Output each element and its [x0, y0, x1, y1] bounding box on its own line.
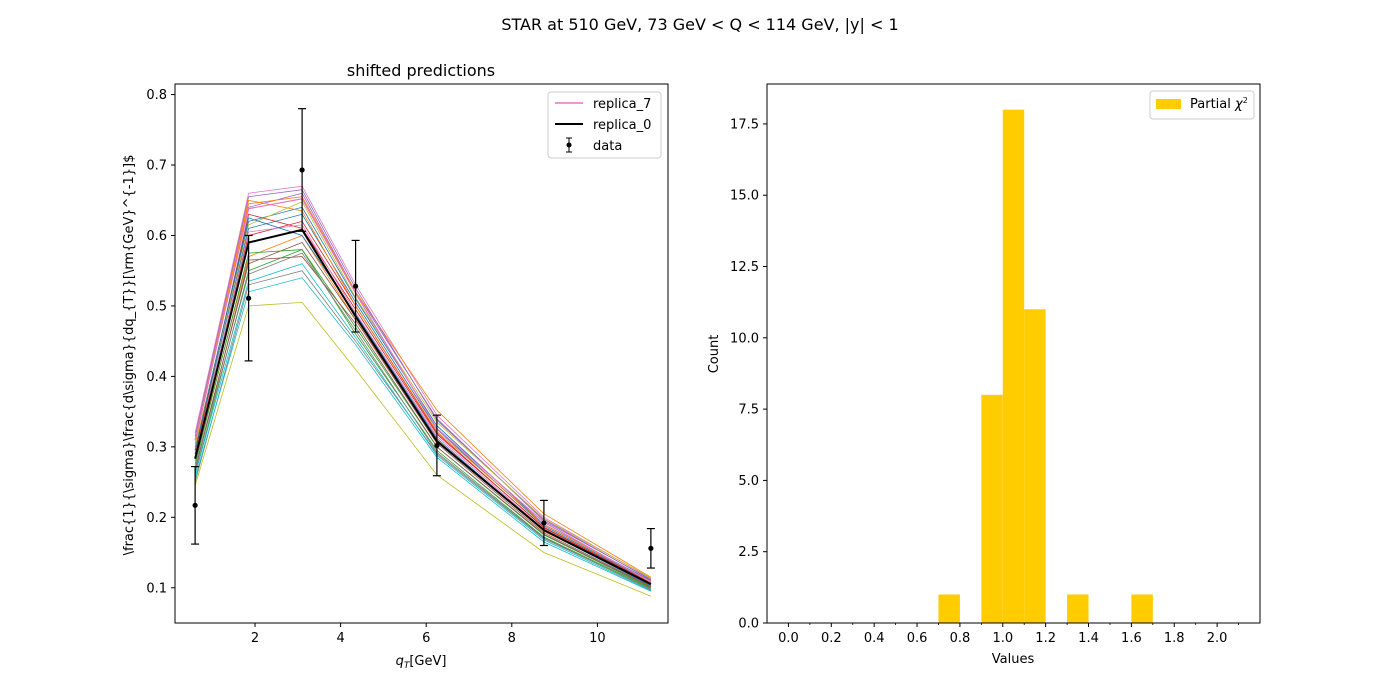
replica-line [194, 217, 652, 587]
y-tick-label: 10.0 [730, 331, 759, 346]
x-tick-label: 2.0 [1207, 631, 1228, 646]
y-tick-label: 0.1 [146, 581, 167, 596]
histogram-bar [1002, 109, 1025, 623]
x-tick-label: 0.2 [821, 631, 842, 646]
legend-label-replica-0: replica_0 [593, 118, 651, 133]
y-tick-label: 0.5 [146, 299, 167, 314]
replica-line [194, 196, 652, 578]
line-chart-y-ticks: 0.1 0.2 0.3 0.4 0.5 0.6 0.7 0.8 [146, 88, 175, 596]
histogram-frame [766, 83, 1261, 624]
y-tick-label: 0.8 [146, 88, 167, 103]
x-tick-label: 8 [508, 631, 516, 646]
replica-line [194, 189, 652, 581]
data-point [244, 234, 253, 362]
x-tick-label: 0.4 [864, 631, 885, 646]
histogram-x-ticks: 0.0 0.2 0.4 0.6 0.8 1.0 1.2 1.4 1.6 1.8 2.0 [778, 623, 1239, 646]
legend-label-replica-7: replica_7 [593, 97, 651, 112]
y-tick-label: 12.5 [730, 260, 759, 275]
histogram-y-ticks: 0.0 2.5 5.0 7.5 10.0 12.5 15.0 17.5 [730, 117, 767, 632]
line-chart-x-ticks: 2 4 6 8 10 [251, 623, 606, 646]
histogram-bar [981, 394, 1003, 623]
data-point [298, 108, 307, 232]
legend-box [547, 91, 662, 159]
y-tick-label: 0.7 [146, 159, 167, 174]
data-point [432, 414, 441, 477]
histogram-legend-label: Partial χ2 [1190, 96, 1248, 112]
line-chart-frame [174, 83, 669, 624]
legend-label-data: data [593, 139, 622, 154]
histogram-legend: Partial χ2 [1149, 90, 1255, 120]
x-tick-label: 1.4 [1078, 631, 1099, 646]
data-points [191, 108, 655, 569]
replica-line [194, 185, 652, 579]
line-chart-legend: replica_7 replica_0 data [547, 91, 662, 159]
data-point [191, 465, 200, 545]
histogram-bar [1131, 594, 1153, 623]
highlight-lines [194, 198, 652, 586]
replica-line [194, 206, 652, 582]
histogram-bars [938, 109, 1153, 623]
y-tick-label: 0.2 [146, 511, 167, 526]
histogram-legend-box [1149, 90, 1255, 120]
x-tick-label: 1.6 [1121, 631, 1142, 646]
x-tick-label: 1.2 [1035, 631, 1056, 646]
y-tick-label: 0.4 [146, 370, 167, 385]
x-tick-label: 0.8 [950, 631, 971, 646]
x-tick-label: 1.0 [992, 631, 1013, 646]
replica-lines [194, 185, 652, 597]
x-tick-label: 2 [251, 631, 259, 646]
histogram-y-label: Count [707, 335, 722, 374]
y-tick-label: 15.0 [730, 189, 759, 204]
x-tick-label: 6 [422, 631, 430, 646]
x-tick-label: 4 [336, 631, 344, 646]
y-tick-label: 0.0 [738, 617, 759, 632]
replica-line [194, 242, 652, 587]
figure-suptitle: STAR at 510 GeV, 73 GeV < Q < 114 GeV, |… [501, 15, 898, 34]
y-tick-label: 5.0 [738, 474, 759, 489]
histogram-bar [938, 594, 960, 623]
line-chart-x-label: qT[GeV] [396, 654, 447, 671]
x-tick-label: 10 [589, 631, 606, 646]
histogram-panel: 0.0 0.2 0.4 0.6 0.8 1.0 1.2 1.4 1.6 1.8 2.0 0.0 2.5… [707, 83, 1261, 667]
line-chart-panel: shifted predictions 2 4 6 8 10 0.10.20.30.40… [122, 61, 669, 671]
y-tick-label: 0.6 [146, 229, 167, 244]
data-point [351, 239, 360, 333]
histogram-legend-swatch [1156, 99, 1181, 109]
replica-line [194, 213, 652, 584]
replica-line [194, 220, 652, 584]
line-chart-title: shifted predictions [347, 61, 495, 80]
x-tick-label: 1.8 [1164, 631, 1185, 646]
y-tick-label: 7.5 [738, 403, 759, 418]
y-tick-label: 0.3 [146, 440, 167, 455]
data-point [539, 499, 548, 547]
histogram-bar [1024, 309, 1046, 623]
y-tick-label: 17.5 [730, 117, 759, 132]
histogram-x-label: Values [992, 652, 1035, 667]
x-tick-label: 0.0 [778, 631, 799, 646]
x-tick-label: 0.6 [907, 631, 928, 646]
histogram-bar [1067, 594, 1089, 623]
legend-swatch-data [566, 137, 572, 153]
line-chart-y-label: \frac{1}{\sigma}\frac{d\sigma}{dq_{T}}[\… [122, 155, 137, 556]
data-point [646, 527, 655, 569]
y-tick-label: 2.5 [738, 545, 759, 560]
